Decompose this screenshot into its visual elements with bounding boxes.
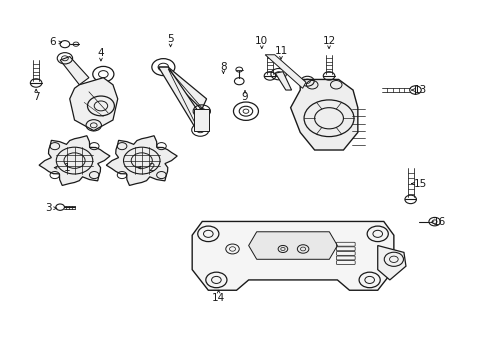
Text: 9: 9 [242,92,248,102]
Polygon shape [194,109,209,131]
Polygon shape [70,78,118,131]
Polygon shape [106,136,177,185]
Polygon shape [291,80,358,150]
Text: 5: 5 [167,34,174,44]
Text: 14: 14 [212,293,225,303]
Polygon shape [248,232,338,259]
Text: 1: 1 [64,163,71,173]
Polygon shape [60,57,89,85]
Polygon shape [265,55,306,88]
Text: 16: 16 [433,217,446,227]
Polygon shape [192,221,394,290]
Text: 4: 4 [98,48,104,58]
Text: 12: 12 [322,36,336,46]
Text: 11: 11 [274,46,288,56]
Text: 8: 8 [220,62,227,72]
Polygon shape [159,67,207,109]
Text: 13: 13 [414,85,427,95]
Text: 3: 3 [45,203,51,213]
Text: 6: 6 [49,37,56,48]
Polygon shape [39,136,110,185]
Text: 7: 7 [33,92,39,102]
Polygon shape [378,246,406,280]
Polygon shape [275,72,292,90]
Text: 2: 2 [148,163,155,173]
Text: 10: 10 [255,36,269,46]
Text: 15: 15 [414,179,427,189]
Polygon shape [159,67,207,131]
